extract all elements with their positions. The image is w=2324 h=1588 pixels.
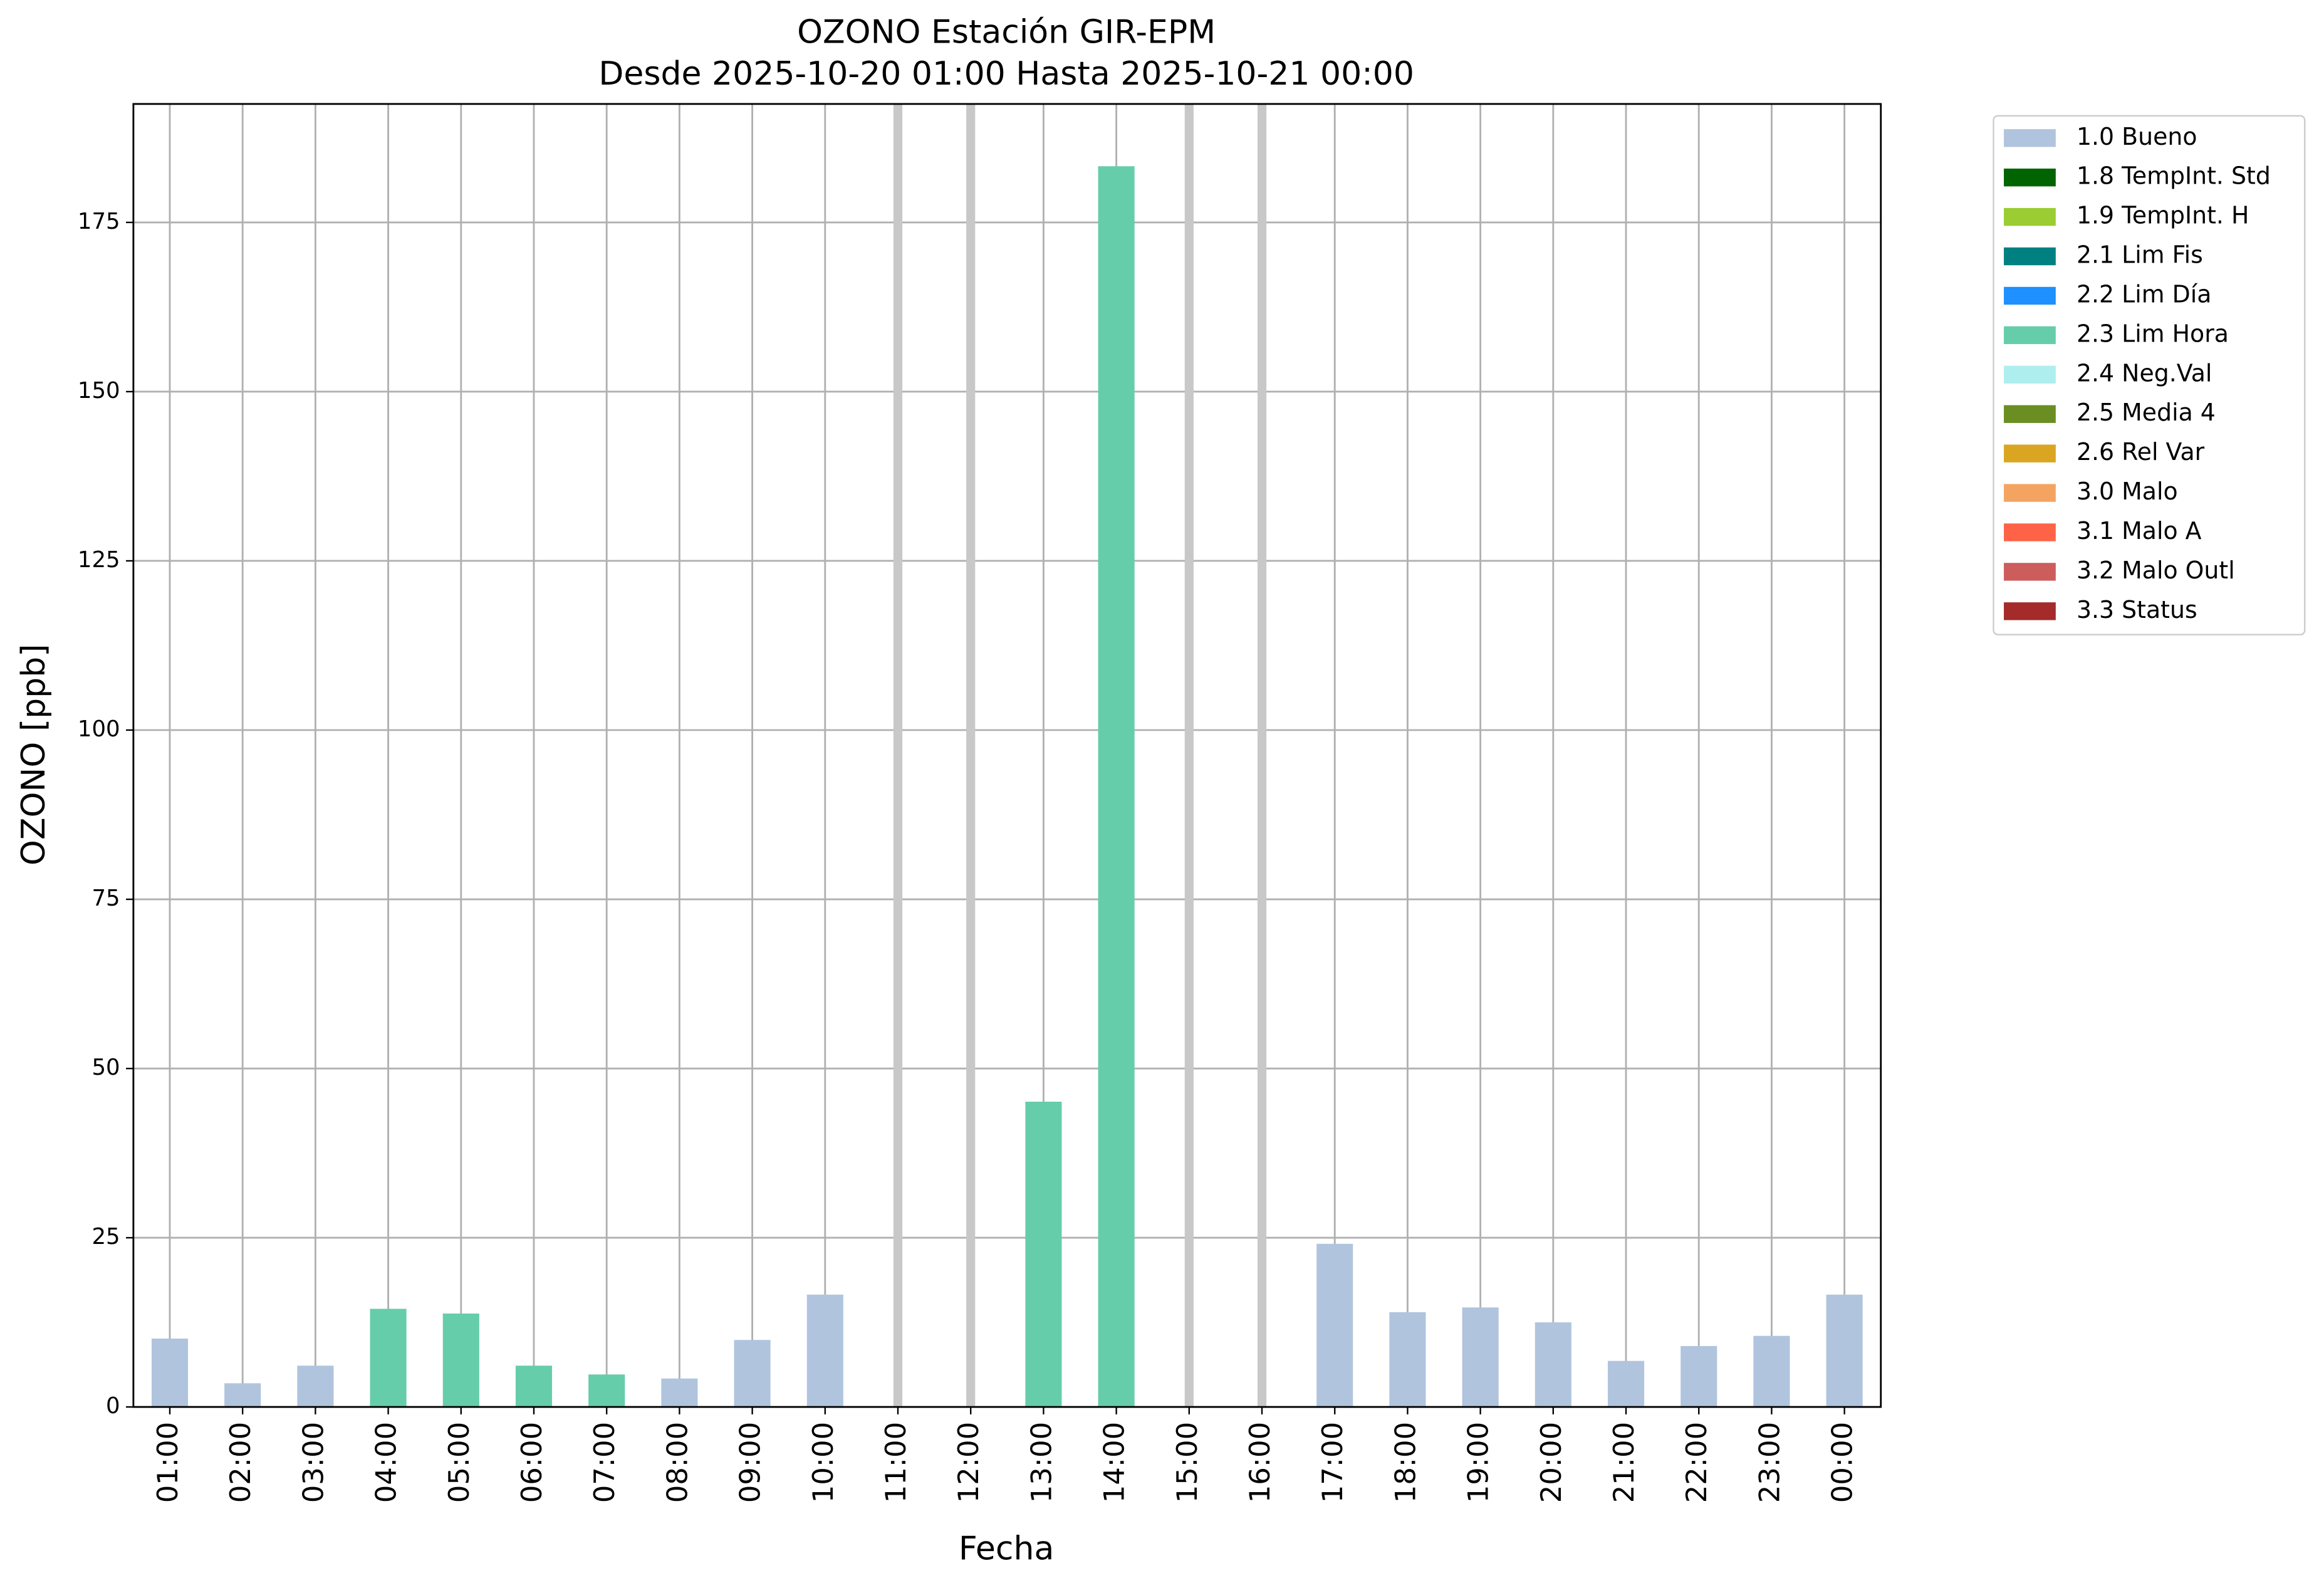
x-tick-label: 06:00	[515, 1422, 548, 1503]
x-tick-label: 22:00	[1680, 1422, 1713, 1503]
bar	[1462, 1307, 1499, 1408]
x-tick-label: 14:00	[1098, 1422, 1131, 1503]
legend-label: 1.0 Bueno	[2076, 123, 2197, 150]
legend-swatch	[2004, 286, 2056, 305]
y-tick-label: 50	[91, 1055, 120, 1080]
x-tick-label: 04:00	[370, 1422, 403, 1503]
legend: 1.0 Bueno 1.8 TempInt. Std 1.9 TempInt. H 2…	[1993, 115, 2306, 635]
x-tick-label: 17:00	[1316, 1422, 1349, 1503]
chart-title: OZONO Estación GIR-EPM	[797, 14, 1216, 51]
x-tick-label: 12:00	[952, 1422, 985, 1503]
y-tick-label: 75	[91, 885, 120, 911]
legend-label: 2.4 Neg.Val	[2076, 359, 2212, 387]
x-tick-label: 07:00	[588, 1422, 621, 1503]
x-tick-label: 09:00	[734, 1422, 767, 1503]
bar	[515, 1366, 553, 1408]
legend-swatch	[2004, 169, 2056, 187]
chart-subtitle: Desde 2025-10-20 01:00 Hasta 2025-10-21 …	[598, 55, 1414, 93]
axes: 0 25 50 75 100 125 150 175 01:00 02:00 03:00 04:00 0…	[78, 103, 1882, 1503]
bar	[1098, 166, 1135, 1408]
legend-swatch	[2004, 563, 2056, 581]
bar	[1316, 1243, 1353, 1408]
legend-label: 1.8 TempInt. Std	[2076, 162, 2271, 190]
missing-band	[966, 103, 976, 1408]
x-tick-label: 18:00	[1389, 1422, 1422, 1503]
x-tick-label: 10:00	[806, 1422, 840, 1503]
legend-swatch	[2004, 602, 2056, 620]
x-tick-label: 00:00	[1826, 1422, 1859, 1503]
x-tick-label: 03:00	[296, 1422, 330, 1503]
bar	[1753, 1335, 1790, 1408]
x-axis-label: Fecha	[959, 1530, 1055, 1568]
legend-label: 3.2 Malo Outl	[2076, 556, 2235, 584]
bar	[224, 1383, 261, 1408]
legend-swatch	[2004, 326, 2056, 345]
bar	[734, 1340, 771, 1408]
legend-label: 1.9 TempInt. H	[2076, 202, 2249, 229]
missing-band	[1257, 103, 1267, 1408]
y-tick-label: 175	[78, 209, 120, 234]
plot-frame	[132, 103, 1882, 1408]
bar	[370, 1309, 407, 1408]
x-tick-label: 11:00	[879, 1422, 912, 1503]
legend-swatch	[2004, 247, 2056, 266]
bar	[1535, 1322, 1571, 1408]
bars	[151, 103, 1863, 1408]
bar	[1025, 1101, 1062, 1408]
bar	[1607, 1361, 1645, 1408]
missing-band	[1184, 103, 1194, 1408]
bar	[1680, 1345, 1717, 1408]
x-tick-label: 19:00	[1462, 1422, 1495, 1503]
legend-swatch	[2004, 365, 2056, 384]
x-tick-label: 05:00	[442, 1422, 476, 1503]
missing-band	[893, 103, 903, 1408]
legend-label: 3.3 Status	[2076, 596, 2197, 624]
legend-swatch	[2004, 523, 2056, 541]
x-tick-label: 02:00	[224, 1422, 257, 1503]
x-tick-label: 01:00	[151, 1422, 184, 1503]
legend-swatch	[2004, 484, 2056, 502]
y-tick-label: 0	[106, 1393, 120, 1419]
y-tick-label: 150	[78, 378, 120, 404]
bar	[806, 1294, 843, 1408]
legend-label: 2.5 Media 4	[2076, 399, 2216, 426]
y-tick-label: 25	[91, 1224, 120, 1250]
y-tick-label: 125	[78, 547, 120, 573]
bar	[442, 1314, 479, 1408]
bar	[297, 1366, 334, 1408]
legend-label: 3.0 Malo	[2076, 478, 2178, 505]
x-tick-label: 23:00	[1753, 1422, 1786, 1503]
legend-label: 3.1 Malo A	[2076, 517, 2202, 545]
legend-label: 2.2 Lim Día	[2076, 280, 2211, 308]
x-tick-label: 21:00	[1607, 1422, 1640, 1503]
legend-swatch	[2004, 405, 2056, 423]
legend-swatch	[2004, 129, 2056, 147]
y-tick-label: 100	[78, 716, 120, 742]
legend-swatch	[2004, 444, 2056, 462]
x-tick-label: 20:00	[1535, 1422, 1568, 1503]
x-tick-label: 13:00	[1024, 1422, 1058, 1503]
x-tick-label: 15:00	[1170, 1422, 1204, 1503]
legend-box	[1993, 115, 2306, 635]
legend-label: 2.3 Lim Hora	[2076, 320, 2229, 347]
x-tick-label: 16:00	[1243, 1422, 1276, 1503]
bar	[661, 1378, 698, 1408]
legend-swatch	[2004, 207, 2056, 226]
bar	[1826, 1294, 1863, 1408]
bar	[151, 1339, 189, 1408]
legend-label: 2.1 Lim Fis	[2076, 241, 2203, 269]
y-axis-label: OZONO [ppb]	[15, 644, 53, 866]
bar	[1389, 1312, 1426, 1408]
x-tick-label: 08:00	[660, 1422, 694, 1503]
bar	[588, 1374, 625, 1408]
legend-label: 2.6 Rel Var	[2076, 438, 2205, 466]
